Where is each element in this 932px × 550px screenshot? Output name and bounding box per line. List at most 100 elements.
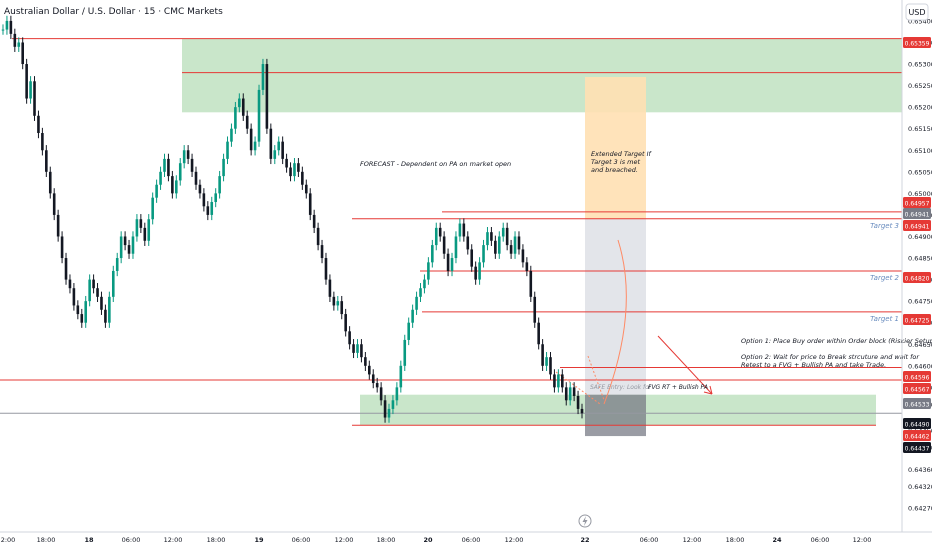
candle-body <box>576 395 580 409</box>
candle-body <box>470 249 474 267</box>
candle-body <box>356 344 359 353</box>
x-tick-label: 06:00 <box>292 536 311 544</box>
symbol-title: Australian Dollar / U.S. Dollar · 15 · C… <box>4 7 223 17</box>
x-tick-label: 06:00 <box>640 536 659 544</box>
candle-body <box>155 184 158 198</box>
candle-body <box>178 163 182 181</box>
x-tick-label: 12:00 <box>853 536 872 544</box>
x-tick-label: 20 <box>423 536 433 544</box>
x-tick-label: 22 <box>580 536 589 544</box>
candle-body <box>312 214 316 228</box>
candle-body <box>458 223 462 237</box>
x-tick-label: 12:00 <box>683 536 702 544</box>
candle-body <box>442 236 446 254</box>
candle-body <box>123 236 127 246</box>
price-label: 0.65359 <box>905 41 930 48</box>
candle-body <box>431 245 434 263</box>
forecast-note: FORECAST - Dependent on PA on market ope… <box>360 160 511 168</box>
candle-body <box>368 365 371 375</box>
candle-body <box>186 150 190 159</box>
option2-note: Retest to a FVG + Bullish PA and take Tr… <box>741 361 886 369</box>
candle-body <box>525 262 529 271</box>
price-label-box <box>903 371 931 382</box>
candle-body <box>336 301 340 306</box>
candle-body <box>360 344 363 358</box>
candle-body <box>21 42 24 65</box>
candle-body <box>501 227 505 237</box>
candle-body <box>182 150 186 164</box>
candle-body <box>572 387 576 396</box>
candle-body <box>265 64 269 129</box>
candle-body <box>383 400 387 418</box>
candle-body <box>56 214 60 237</box>
candle-body <box>9 20 13 34</box>
candle-body <box>486 232 489 246</box>
candle-body <box>5 20 9 30</box>
candle-body <box>450 258 454 271</box>
x-tick-label: 18:00 <box>37 536 56 544</box>
price-label: 0.64941 <box>905 212 930 219</box>
candle-body <box>517 236 521 250</box>
candle-body <box>206 206 210 215</box>
candle-body <box>497 236 501 254</box>
price-label-box <box>903 197 931 208</box>
candle-body <box>131 236 135 254</box>
price-label-box <box>903 398 931 409</box>
candle-body <box>332 296 336 306</box>
currency-button[interactable] <box>905 3 929 21</box>
option2-note: Option 2: Wait for price to Break strcut… <box>741 353 920 361</box>
candle-body <box>64 258 68 280</box>
candle-body <box>505 227 509 246</box>
candle-body <box>529 270 533 297</box>
price-label-box <box>903 37 931 48</box>
candle-body <box>462 223 466 237</box>
price-label-box <box>903 208 931 219</box>
candle-body <box>92 279 95 289</box>
candle-body <box>202 193 206 207</box>
candle-body <box>96 288 99 297</box>
candle-body <box>411 309 414 323</box>
candle-body <box>135 219 139 237</box>
candle-body <box>293 163 296 177</box>
bearish-arrow <box>657 335 713 395</box>
candle-body <box>340 301 344 315</box>
safe-entry-note: SAFE Entry: Look for <box>590 384 652 391</box>
candle-body <box>320 245 324 259</box>
candle-body <box>399 365 403 388</box>
extended-target-note: and breached. <box>591 166 638 174</box>
candle-body <box>277 141 281 151</box>
candle-body <box>151 197 154 220</box>
candle-body <box>238 98 241 108</box>
candle-body <box>407 322 410 340</box>
candle-body <box>364 357 367 366</box>
price-label: 0.64957 <box>905 201 930 208</box>
candle-body <box>190 158 194 172</box>
candle-body <box>222 158 225 177</box>
candle-body <box>84 301 88 323</box>
candle-body <box>80 314 84 323</box>
candle-body <box>308 193 312 215</box>
candle-body <box>88 279 91 302</box>
candle-body <box>273 150 277 159</box>
candle-body <box>474 266 477 280</box>
candle-body <box>395 387 399 401</box>
candle-body <box>348 331 351 345</box>
candle-body <box>328 279 332 297</box>
candle-body <box>245 115 249 129</box>
candle-body <box>76 305 80 315</box>
candle-body <box>533 296 537 323</box>
price-label: 0.64820 <box>905 276 930 283</box>
candle-body <box>194 171 198 185</box>
candle-body <box>379 387 383 401</box>
x-tick-label: 06:00 <box>811 536 830 544</box>
candle-body <box>171 176 174 194</box>
lightning-icon[interactable] <box>578 514 592 528</box>
currency-button-label[interactable]: USD <box>908 8 925 17</box>
candle-body <box>289 167 292 177</box>
x-tick-label: 19 <box>254 536 264 544</box>
projection-curve <box>603 239 627 405</box>
